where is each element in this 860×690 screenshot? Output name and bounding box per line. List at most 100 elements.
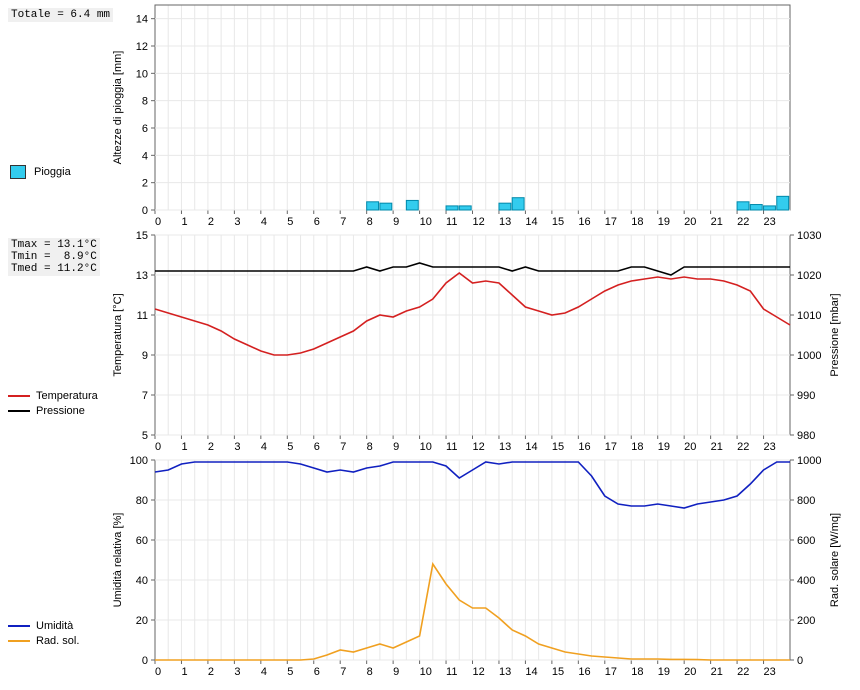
svg-text:600: 600	[797, 535, 815, 547]
svg-text:7: 7	[340, 441, 346, 453]
svg-text:3: 3	[234, 441, 240, 453]
svg-text:200: 200	[797, 615, 815, 627]
svg-text:19: 19	[658, 216, 670, 228]
svg-text:80: 80	[136, 495, 148, 507]
svg-text:18: 18	[631, 666, 643, 678]
svg-text:22: 22	[737, 216, 749, 228]
svg-text:10: 10	[420, 216, 432, 228]
svg-text:20: 20	[684, 216, 696, 228]
svg-text:10: 10	[136, 68, 148, 80]
svg-text:19: 19	[658, 441, 670, 453]
svg-text:2: 2	[142, 178, 148, 190]
svg-text:21: 21	[711, 666, 723, 678]
svg-text:1030: 1030	[797, 230, 821, 242]
svg-text:16: 16	[578, 216, 590, 228]
svg-text:7: 7	[142, 390, 148, 402]
svg-text:11: 11	[137, 310, 148, 322]
svg-text:5: 5	[287, 441, 293, 453]
svg-text:18: 18	[631, 441, 643, 453]
svg-text:11: 11	[446, 441, 457, 453]
svg-text:4: 4	[261, 216, 267, 228]
svg-text:22: 22	[737, 666, 749, 678]
svg-text:12: 12	[136, 41, 148, 53]
svg-text:7: 7	[340, 666, 346, 678]
svg-text:9: 9	[393, 666, 399, 678]
svg-text:20: 20	[684, 666, 696, 678]
svg-text:1000: 1000	[797, 455, 821, 467]
svg-text:9: 9	[393, 441, 399, 453]
svg-text:14: 14	[525, 666, 537, 678]
svg-text:13: 13	[499, 666, 511, 678]
svg-text:11: 11	[446, 666, 457, 678]
svg-text:4: 4	[261, 441, 267, 453]
svg-text:15: 15	[552, 216, 564, 228]
svg-text:990: 990	[797, 390, 815, 402]
svg-text:0: 0	[155, 666, 161, 678]
svg-text:12: 12	[473, 441, 485, 453]
svg-text:23: 23	[764, 666, 776, 678]
svg-text:60: 60	[136, 535, 148, 547]
svg-text:1010: 1010	[797, 310, 821, 322]
svg-text:6: 6	[142, 123, 148, 135]
svg-text:13: 13	[499, 216, 511, 228]
charts-svg: 0123456789101112131415161718192021222302…	[0, 0, 860, 690]
svg-text:11: 11	[446, 216, 457, 228]
svg-text:21: 21	[711, 216, 723, 228]
svg-text:9: 9	[142, 350, 148, 362]
svg-text:20: 20	[136, 615, 148, 627]
svg-text:12: 12	[473, 666, 485, 678]
svg-text:5: 5	[287, 216, 293, 228]
svg-text:980: 980	[797, 430, 815, 442]
svg-text:4: 4	[261, 666, 267, 678]
svg-text:40: 40	[136, 575, 148, 587]
svg-text:14: 14	[525, 216, 537, 228]
svg-text:6: 6	[314, 666, 320, 678]
svg-text:5: 5	[287, 666, 293, 678]
svg-text:10: 10	[420, 441, 432, 453]
svg-text:12: 12	[473, 216, 485, 228]
svg-text:0: 0	[142, 205, 148, 217]
svg-text:16: 16	[578, 666, 590, 678]
svg-text:8: 8	[367, 666, 373, 678]
svg-text:15: 15	[552, 441, 564, 453]
svg-text:800: 800	[797, 495, 815, 507]
svg-text:400: 400	[797, 575, 815, 587]
svg-text:17: 17	[605, 666, 617, 678]
svg-text:16: 16	[578, 441, 590, 453]
svg-text:0: 0	[797, 655, 803, 667]
svg-text:1: 1	[181, 441, 187, 453]
svg-text:8: 8	[367, 216, 373, 228]
weather-charts-page: { "layout": { "legend_col_x": 8, "chart_…	[0, 0, 860, 690]
svg-text:10: 10	[420, 666, 432, 678]
svg-text:1: 1	[181, 666, 187, 678]
svg-text:14: 14	[525, 441, 537, 453]
svg-text:Temperatura [°C]: Temperatura [°C]	[112, 293, 124, 376]
svg-text:23: 23	[764, 216, 776, 228]
svg-text:2: 2	[208, 216, 214, 228]
svg-text:Rad. solare [W/mq]: Rad. solare [W/mq]	[829, 513, 841, 607]
svg-text:20: 20	[684, 441, 696, 453]
svg-text:14: 14	[136, 14, 148, 26]
svg-text:Umidità relativa [%]: Umidità relativa [%]	[112, 513, 124, 608]
svg-text:13: 13	[499, 441, 511, 453]
svg-text:8: 8	[367, 441, 373, 453]
svg-text:0: 0	[155, 441, 161, 453]
svg-text:17: 17	[605, 441, 617, 453]
svg-text:21: 21	[711, 441, 723, 453]
svg-text:4: 4	[142, 150, 148, 162]
svg-text:1: 1	[181, 216, 187, 228]
svg-text:7: 7	[340, 216, 346, 228]
svg-text:6: 6	[314, 216, 320, 228]
svg-text:18: 18	[631, 216, 643, 228]
svg-text:100: 100	[130, 455, 148, 467]
svg-text:8: 8	[142, 96, 148, 108]
svg-text:2: 2	[208, 666, 214, 678]
svg-text:9: 9	[393, 216, 399, 228]
svg-text:6: 6	[314, 441, 320, 453]
svg-text:19: 19	[658, 666, 670, 678]
svg-text:0: 0	[142, 655, 148, 667]
svg-text:1020: 1020	[797, 270, 821, 282]
svg-text:Pressione [mbar]: Pressione [mbar]	[829, 293, 841, 376]
svg-text:23: 23	[764, 441, 776, 453]
svg-text:15: 15	[552, 666, 564, 678]
